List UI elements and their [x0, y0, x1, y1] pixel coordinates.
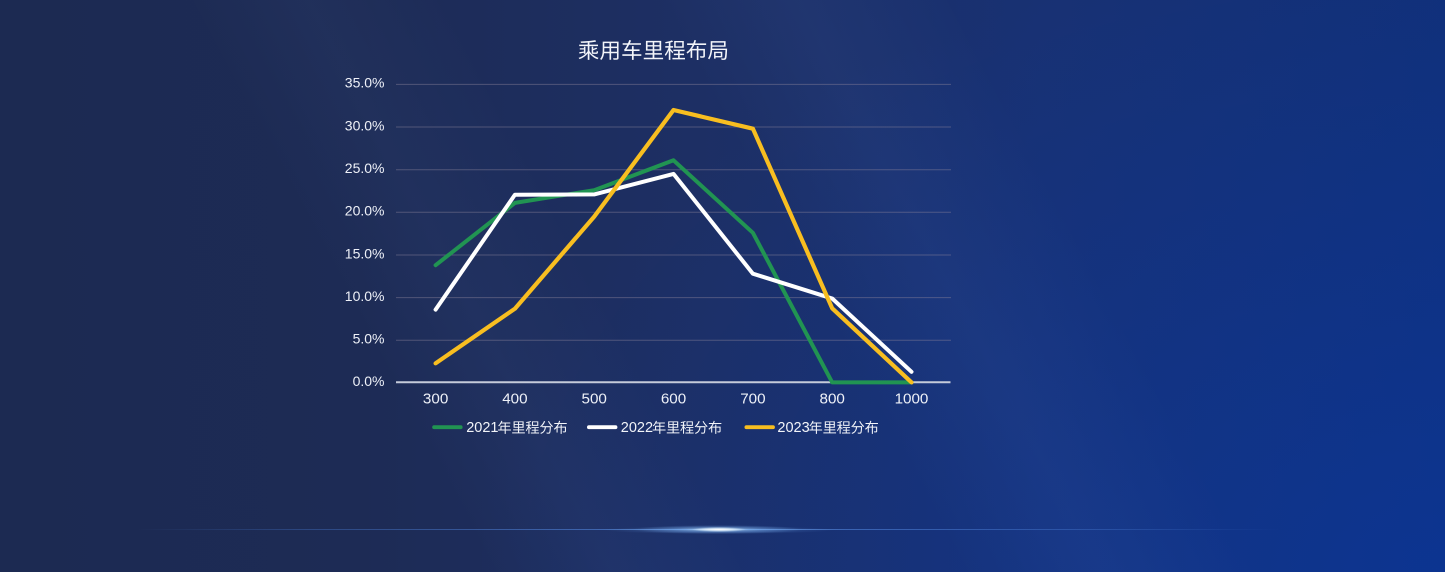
svg-text:0.0%: 0.0% — [353, 373, 385, 389]
svg-text:30.0%: 30.0% — [345, 117, 385, 133]
svg-text:400: 400 — [502, 391, 527, 408]
svg-text:35.0%: 35.0% — [345, 75, 385, 91]
svg-text:2023: 2023 — [777, 420, 809, 436]
svg-text:20.0%: 20.0% — [345, 203, 385, 219]
svg-text:300: 300 — [423, 391, 448, 408]
svg-text:600: 600 — [661, 391, 686, 408]
svg-text:5.0%: 5.0% — [353, 331, 385, 347]
svg-text:800: 800 — [820, 391, 845, 408]
svg-text:1000: 1000 — [895, 391, 929, 408]
svg-text:15.0%: 15.0% — [345, 245, 385, 261]
svg-text:700: 700 — [740, 391, 765, 408]
svg-text:25.0%: 25.0% — [345, 160, 385, 176]
svg-text:10.0%: 10.0% — [345, 288, 385, 304]
svg-text:2022: 2022 — [621, 420, 653, 436]
svg-text:2021: 2021 — [466, 420, 498, 436]
svg-text:500: 500 — [582, 391, 607, 408]
